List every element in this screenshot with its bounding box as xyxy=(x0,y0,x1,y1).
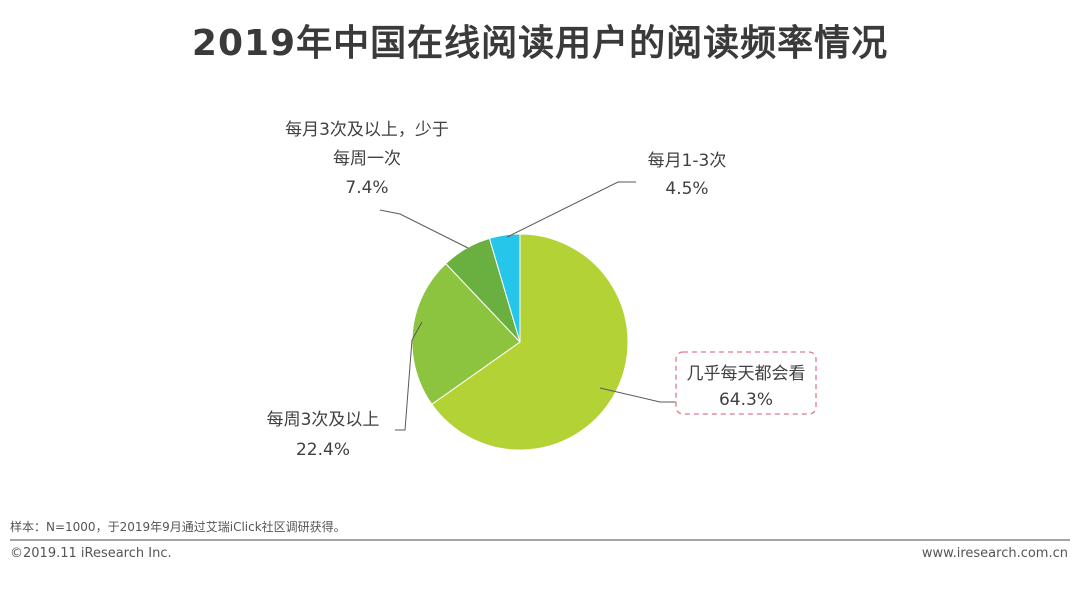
chart-title: 2019年中国在线阅读用户的阅读频率情况 xyxy=(191,23,889,64)
leader-line-monthly3 xyxy=(379,209,469,249)
website-text: www.iresearch.com.cn xyxy=(921,546,1068,561)
highlight-box xyxy=(675,351,817,415)
copyright-text: ©2019.11 iResearch Inc. xyxy=(10,546,172,561)
slice-label-monthly3-line2: 每周一次 xyxy=(333,149,401,169)
leader-line-monthly13 xyxy=(506,181,636,238)
pie-slice-monthly13 xyxy=(488,233,521,343)
pie-slice-weekly3 xyxy=(411,262,521,406)
slice-label-daily: 几乎每天都会看 xyxy=(687,364,806,384)
slice-label-monthly3-line1: 每月3次及以上，少于 xyxy=(285,120,449,140)
leader-line-daily xyxy=(599,387,676,403)
sample-note: 样本：N=1000，于2019年9月通过艾瑞iClick社区调研获得。 xyxy=(10,520,346,534)
slice-value-monthly3: 7.4% xyxy=(345,178,388,198)
leader-line-weekly3 xyxy=(395,321,423,431)
slice-value-monthly13: 4.5% xyxy=(665,179,708,199)
slice-label-monthly13: 每月1-3次 xyxy=(648,151,727,171)
footer-divider xyxy=(10,539,1070,541)
slice-label-weekly3: 每周3次及以上 xyxy=(267,410,380,430)
slice-value-daily: 64.3% xyxy=(719,390,773,410)
slice-value-weekly3: 22.4% xyxy=(296,440,350,460)
